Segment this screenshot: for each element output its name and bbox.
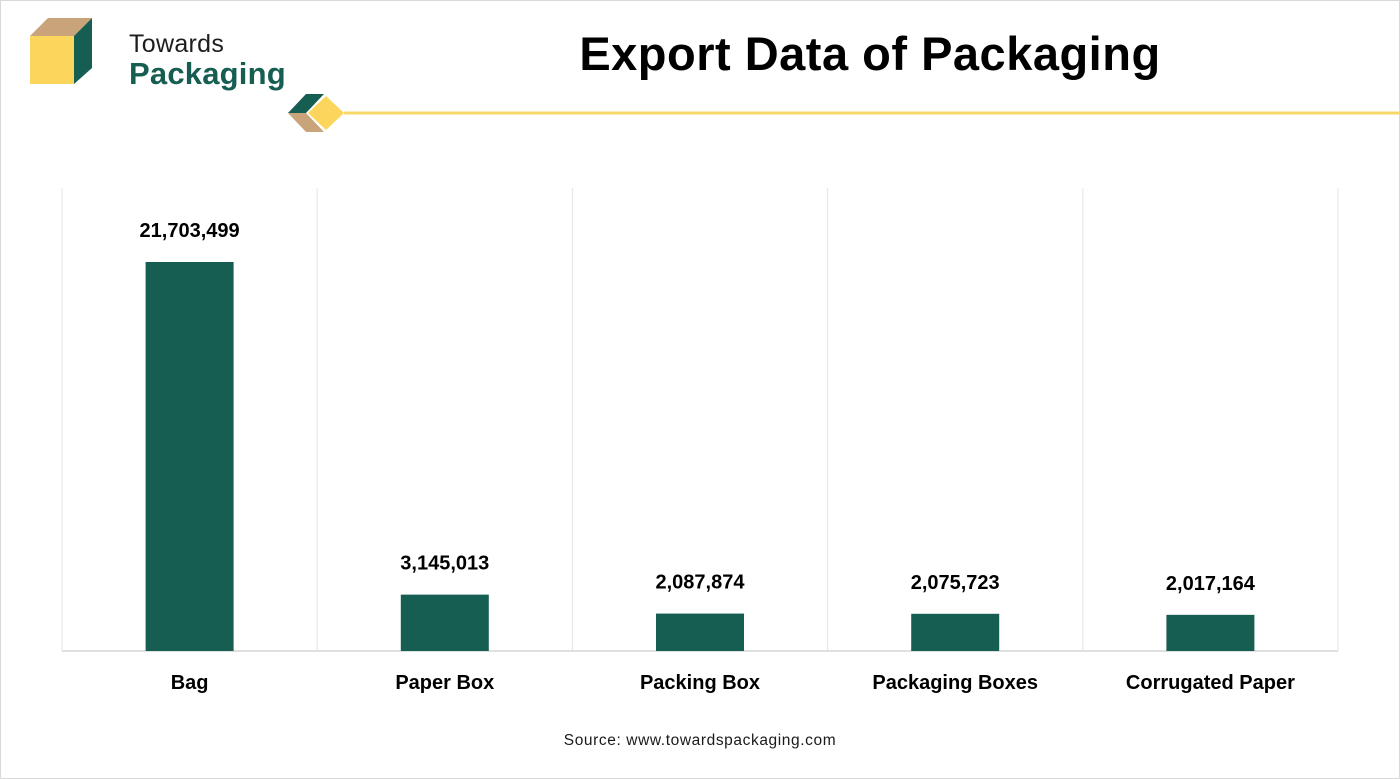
box-logo-icon xyxy=(30,18,92,84)
x-tick-label: Packing Box xyxy=(640,672,760,694)
logo-text-packaging: Packaging xyxy=(129,56,286,91)
data-label: 2,017,164 xyxy=(1166,573,1256,595)
x-tick-label: Corrugated Paper xyxy=(1126,672,1295,694)
data-label: 2,075,723 xyxy=(911,572,1000,594)
bar xyxy=(400,594,489,651)
x-tick-label: Paper Box xyxy=(395,672,494,694)
x-tick-label: Packaging Boxes xyxy=(872,672,1038,694)
data-label: 21,703,499 xyxy=(140,220,240,242)
source-note: Source: www.towardspackaging.com xyxy=(563,732,837,749)
logo-text-towards: Towards xyxy=(129,30,225,58)
towards-packaging-logo: Towards Packaging xyxy=(26,16,286,91)
bar xyxy=(145,262,234,651)
title-divider xyxy=(288,94,1400,132)
bar xyxy=(911,613,1000,651)
data-label: 2,087,874 xyxy=(656,572,746,594)
chart-title: Export Data of Packaging xyxy=(579,27,1161,80)
x-tick-label: Bag xyxy=(171,672,209,694)
data-label: 3,145,013 xyxy=(400,553,489,575)
bar xyxy=(656,613,744,651)
bar xyxy=(1166,614,1255,651)
